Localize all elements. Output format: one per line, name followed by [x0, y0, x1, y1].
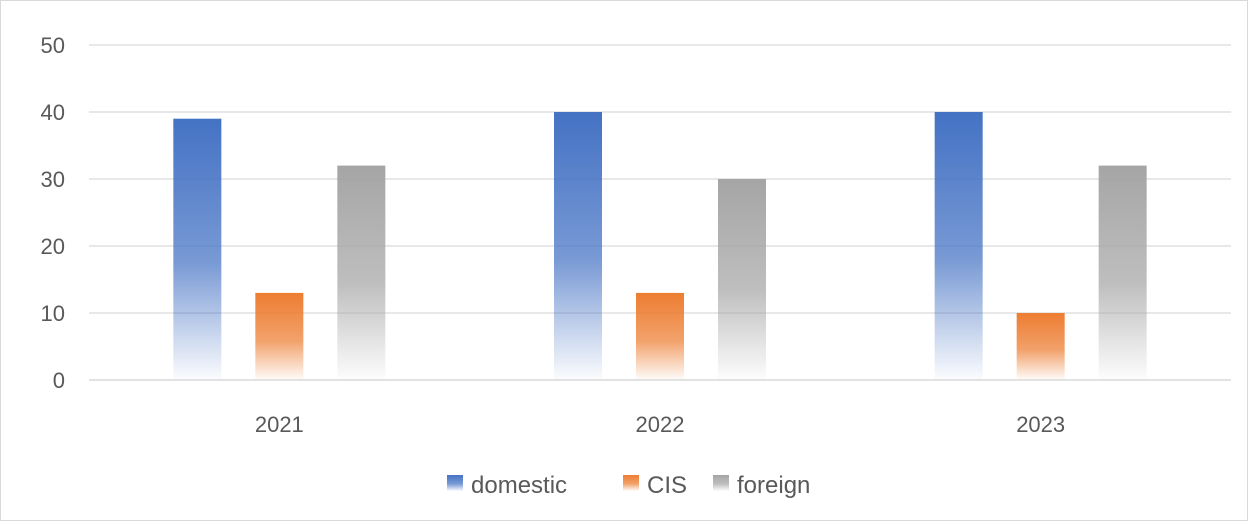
x-tick-label: 2022: [636, 412, 685, 437]
bar-CIS-2022: [636, 292, 684, 380]
bars: [173, 112, 1147, 380]
bar-foreign-2021: [337, 165, 386, 380]
bar-domestic-2022: [554, 112, 602, 380]
bar-CIS-2023: [1016, 313, 1065, 380]
bar-foreign-2022: [718, 179, 766, 380]
legend-label-domestic: domestic: [471, 472, 567, 499]
gridlines: [89, 44, 1231, 314]
bar-domestic-2023: [934, 112, 983, 380]
legend-swatch-foreign: [713, 475, 729, 491]
legend-label-CIS: CIS: [647, 472, 687, 499]
x-axis-tick-labels: 2021 2022 2023: [255, 412, 1065, 437]
y-tick-label: 50: [41, 33, 65, 58]
x-tick-label: 2021: [255, 412, 304, 437]
y-axis-tick-labels: 0 10 20 30 40 50: [41, 33, 65, 393]
y-tick-label: 10: [41, 301, 65, 326]
y-tick-label: 0: [53, 368, 65, 393]
legend-swatch-domestic: [447, 475, 463, 491]
legend: domestic CIS foreign: [447, 472, 810, 499]
x-tick-label: 2023: [1016, 412, 1065, 437]
y-tick-label: 20: [41, 234, 65, 259]
bar-domestic-2021: [173, 118, 222, 380]
y-tick-label: 30: [41, 167, 65, 192]
bar-foreign-2023: [1098, 165, 1147, 380]
y-tick-label: 40: [41, 100, 65, 125]
legend-label-foreign: foreign: [737, 472, 810, 499]
legend-swatch-CIS: [623, 475, 639, 491]
bar-CIS-2021: [255, 292, 304, 380]
